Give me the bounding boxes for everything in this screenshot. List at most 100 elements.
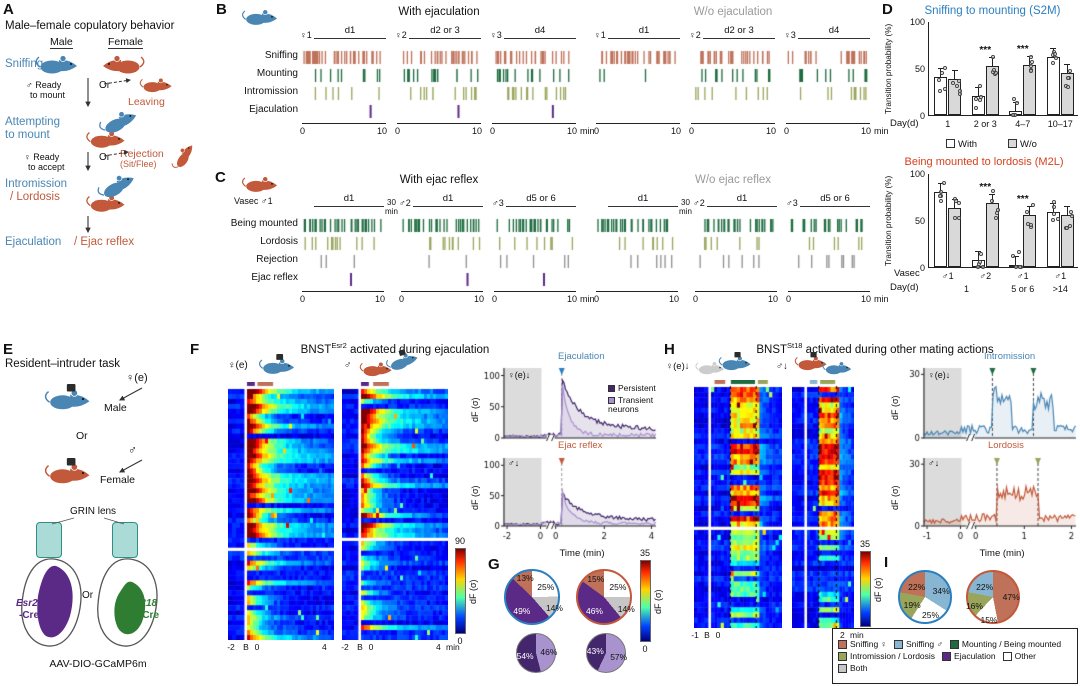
pie-label: 14% xyxy=(617,603,635,614)
panel-label-i: I xyxy=(884,554,889,571)
m2l-x2label: Vasec xyxy=(894,268,920,279)
data-dot xyxy=(974,105,979,110)
x-tick-label: 10–17 xyxy=(1047,119,1073,129)
x-tick-label: ♂2 xyxy=(979,271,992,281)
legend-swatch xyxy=(838,651,847,661)
m2l-ylabel: Transition probability (%) xyxy=(884,175,893,267)
data-dot xyxy=(991,55,996,60)
gap-label: 30 xyxy=(681,198,690,207)
raster-canvas xyxy=(596,216,678,290)
legend-item: Mounting / Being mounted xyxy=(949,639,1061,649)
f-colorbar-2 xyxy=(640,560,651,642)
pie-label: 46% xyxy=(585,606,603,617)
gap-label: 30 xyxy=(387,198,396,207)
data-dot xyxy=(1050,61,1055,66)
error-whisker xyxy=(1066,64,1068,73)
h-hm1-intruder-icon xyxy=(694,358,728,376)
raster-tick: 10 xyxy=(766,126,777,136)
data-dot xyxy=(941,181,946,186)
data-dot xyxy=(942,65,947,70)
behavior-legend: Sniffing ♀ Sniffing ♂ Mounting / Being mou… xyxy=(832,628,1078,684)
h-trace-female xyxy=(904,360,1080,448)
session-day-label: d1 xyxy=(608,25,680,39)
i-pie-female: 34% 25% 19% 22% xyxy=(898,570,952,624)
legend-item: Ejaculation xyxy=(942,651,996,661)
legend-item: Sniffing ♂ xyxy=(893,639,943,649)
male-mouse-icon xyxy=(34,50,82,76)
error-whisker xyxy=(954,199,956,208)
ready-to-accept-line2: to accept xyxy=(28,162,65,172)
x-tick-label: 4–7 xyxy=(1015,119,1031,129)
h-heatmap-female xyxy=(694,380,782,628)
x-tick-label: ♂1 xyxy=(941,271,954,281)
session-partner-label: ♀3 xyxy=(490,30,502,40)
bar-with xyxy=(934,77,948,115)
s2m-ylabel: Transition probability (%) xyxy=(884,23,893,115)
panel-label-h: H xyxy=(664,341,675,358)
legend-persistent: Persistent xyxy=(608,383,656,394)
error-whisker xyxy=(954,71,956,80)
x-tick-label: 2 or 3 xyxy=(973,119,997,129)
error-whisker xyxy=(940,183,942,192)
data-dot xyxy=(952,215,957,220)
data-dot xyxy=(953,198,958,203)
panel-b-mouse-icon xyxy=(240,5,282,27)
raster-row-label: Lordosis xyxy=(260,236,298,247)
g-pie-persistent-male: 57% 43% xyxy=(586,633,627,673)
raster-canvas xyxy=(494,216,576,290)
legend-item: Both xyxy=(838,663,868,673)
data-dot xyxy=(1031,202,1036,207)
day-row-label: 5 or 6 xyxy=(1011,284,1035,294)
session-partner-label: ♂2 xyxy=(693,198,705,208)
data-dot xyxy=(1029,223,1034,228)
ready-to-accept-line1: ♀ Ready xyxy=(24,152,60,162)
raster-tick: 0 xyxy=(492,294,498,304)
data-dot xyxy=(1055,216,1060,221)
resident-male-icon xyxy=(42,384,96,412)
error-cap xyxy=(975,251,982,253)
h-title-post: activated during other mating actions xyxy=(802,343,994,356)
st18-label: St18 xyxy=(136,598,158,609)
legend-swatch xyxy=(893,639,903,649)
or-label-2: Or xyxy=(99,152,111,163)
raster-tick: 10 xyxy=(861,294,872,304)
data-dot xyxy=(975,265,980,270)
pie-label: 47% xyxy=(1002,592,1020,603)
data-dot xyxy=(1069,213,1074,218)
pie-label: 25% xyxy=(922,609,940,620)
error-cap xyxy=(1026,206,1033,208)
with-swatch xyxy=(946,139,955,148)
data-dot xyxy=(1053,52,1058,57)
legend-swatch xyxy=(942,651,952,661)
gap-label: min xyxy=(385,207,398,216)
h-trace1-event: Intromission xyxy=(984,351,1036,362)
c-title-wo: W/o ejac reflex xyxy=(694,174,772,186)
transient-swatch xyxy=(608,397,615,404)
f-cb1-min: 0 xyxy=(457,636,463,646)
mounted-female-icon xyxy=(84,126,130,150)
raster-canvas xyxy=(786,48,870,122)
raster-tick: 0 xyxy=(399,294,405,304)
raster-axis-unit: min xyxy=(580,294,595,304)
leaving-mouse-icon xyxy=(138,74,176,94)
g-pie-male: 25% 14% 46% 15% xyxy=(576,569,635,625)
rejection-sublabel: (Sit/Flee) xyxy=(120,159,157,169)
data-dot xyxy=(1067,223,1072,228)
f-trace-male xyxy=(484,450,660,548)
error-whisker xyxy=(1066,207,1068,216)
raster-tick: 10 xyxy=(567,126,578,136)
f-heatmap-female xyxy=(228,382,334,640)
f-title-pre: BNST xyxy=(300,343,332,356)
session-day-label: d4 xyxy=(798,25,870,39)
data-dot xyxy=(940,70,945,75)
step-attempting-1: Attempting xyxy=(5,116,60,128)
raster-tick: 10 xyxy=(377,126,388,136)
h-hm1-resident-icon xyxy=(718,352,754,372)
raster-axis xyxy=(494,291,576,292)
data-dot xyxy=(1051,199,1056,204)
h-trace-male xyxy=(904,450,1080,548)
h-colorbar xyxy=(860,551,871,627)
data-dot xyxy=(977,97,982,102)
bar-w/o xyxy=(1060,72,1074,115)
panel-label-a: A xyxy=(3,1,14,18)
